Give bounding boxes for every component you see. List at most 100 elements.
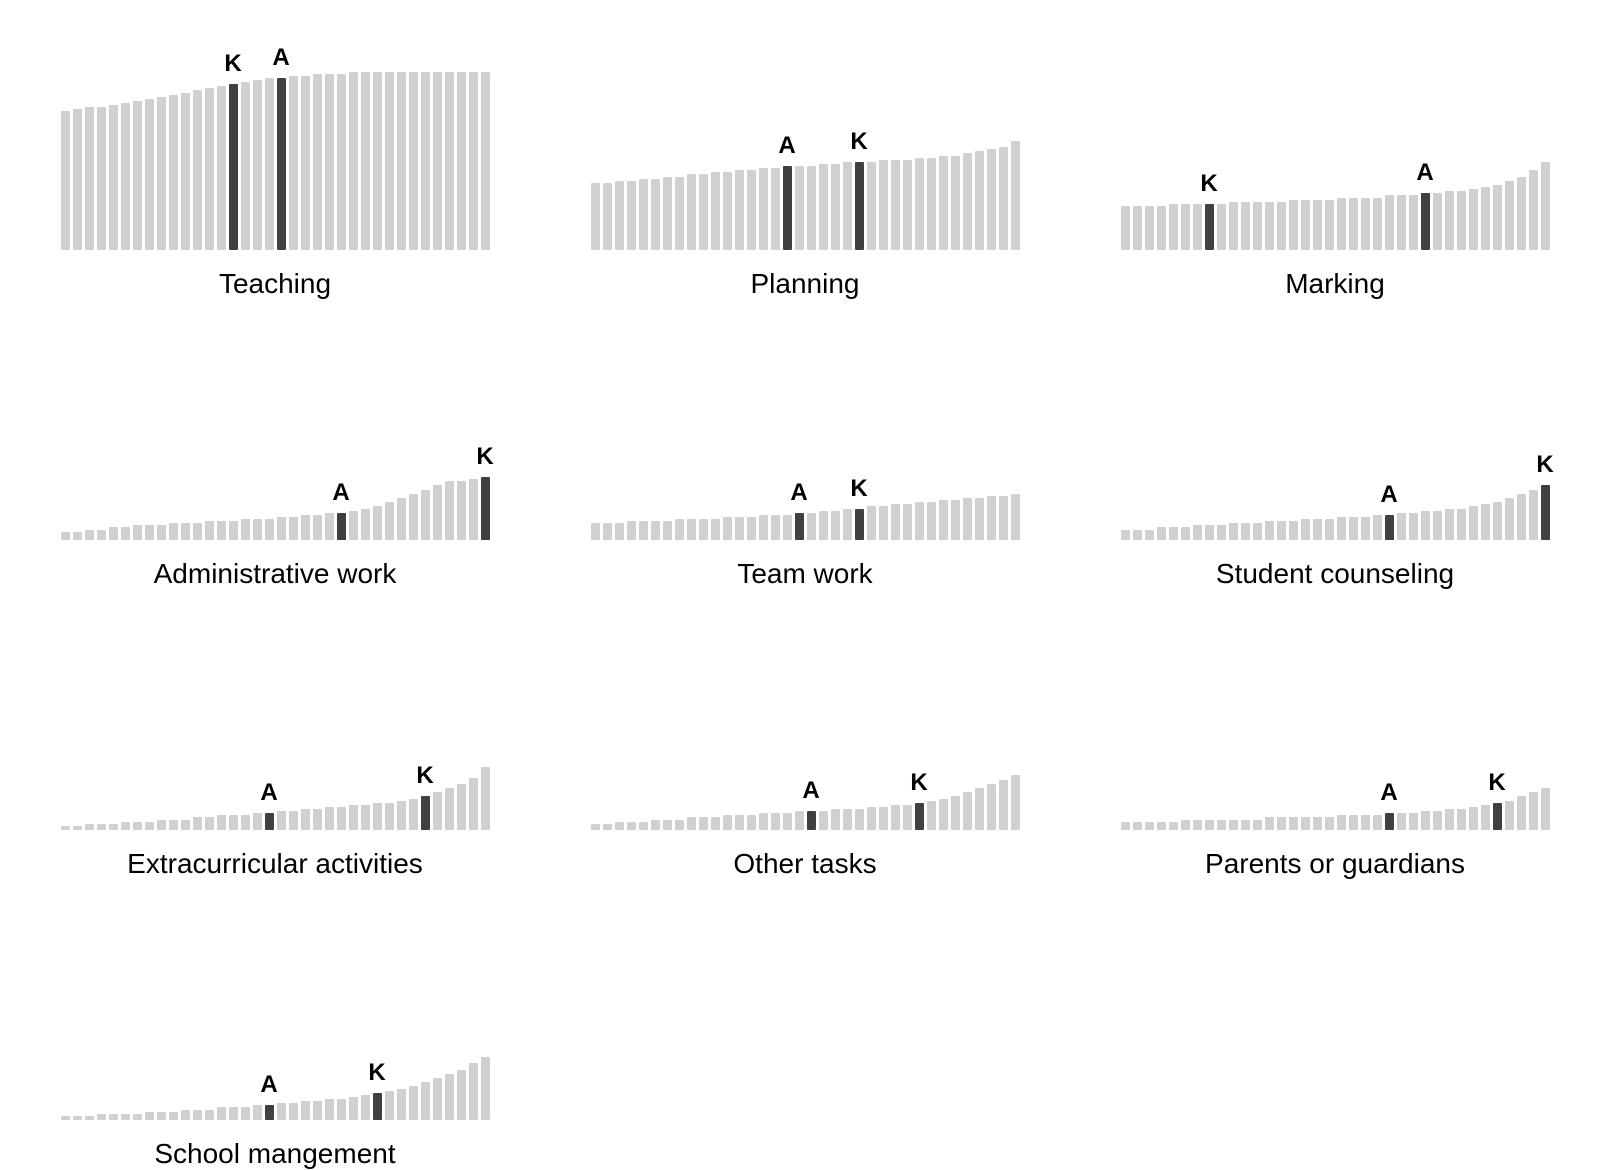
- bar: [735, 517, 744, 540]
- bar: [469, 778, 478, 831]
- panel-title: Administrative work: [154, 558, 397, 590]
- bar: [867, 162, 876, 250]
- bar: [1157, 822, 1166, 830]
- bar: [325, 1099, 334, 1120]
- highlight-label-a: A: [1374, 779, 1404, 807]
- bar: [1181, 527, 1190, 540]
- bar: [385, 1091, 394, 1120]
- panel-other: AKOther tasks: [560, 600, 1050, 880]
- bar: [903, 504, 912, 540]
- bar: [1011, 494, 1020, 540]
- bar: [337, 1099, 346, 1120]
- bar: [313, 74, 322, 250]
- bar: [301, 515, 310, 540]
- bar: [469, 479, 478, 540]
- chart-area: KA: [1090, 40, 1580, 250]
- bar: [1481, 504, 1490, 540]
- bar: [229, 84, 238, 250]
- bar: [457, 784, 466, 830]
- bar: [735, 815, 744, 830]
- bar: [193, 523, 202, 540]
- bar: [1325, 200, 1334, 250]
- bar: [1313, 200, 1322, 250]
- bar: [1217, 525, 1226, 540]
- bar: [109, 1114, 118, 1120]
- bar: [157, 1112, 166, 1120]
- bar: [711, 817, 720, 830]
- panel-title: Planning: [751, 268, 860, 300]
- bar: [97, 1114, 106, 1120]
- bar: [1469, 807, 1478, 830]
- highlight-label-k: K: [218, 50, 248, 78]
- panel-counseling: AKStudent counseling: [1090, 310, 1580, 590]
- bar: [457, 72, 466, 251]
- bar: [879, 506, 888, 540]
- bar: [771, 515, 780, 540]
- bar: [313, 809, 322, 830]
- chart-area: AK: [560, 40, 1050, 250]
- bar: [469, 72, 478, 251]
- panel-title: School mangement: [154, 1138, 395, 1170]
- bar: [807, 166, 816, 250]
- bar: [61, 111, 70, 250]
- bar: [121, 527, 130, 540]
- bar: [963, 498, 972, 540]
- bar: [1133, 530, 1142, 541]
- bar: [939, 500, 948, 540]
- bar: [1169, 822, 1178, 830]
- bar: [361, 1095, 370, 1120]
- bar: [1385, 515, 1394, 540]
- bar: [687, 519, 696, 540]
- bar: [157, 525, 166, 540]
- bar: [651, 820, 660, 831]
- bar: [409, 1086, 418, 1120]
- bar: [1253, 820, 1262, 831]
- bar: [73, 109, 82, 250]
- bar: [999, 496, 1008, 540]
- bar: [421, 1082, 430, 1120]
- bar: [987, 496, 996, 540]
- bar: [759, 168, 768, 250]
- bar: [469, 1063, 478, 1120]
- panel-management: AKSchool mangement: [30, 890, 520, 1170]
- panel-title: Student counseling: [1216, 558, 1454, 590]
- bar: [325, 74, 334, 250]
- bar: [145, 822, 154, 830]
- bar: [627, 822, 636, 830]
- bar: [181, 1110, 190, 1121]
- bar: [1433, 811, 1442, 830]
- panel-teaching: KATeaching: [30, 20, 520, 300]
- bar: [675, 519, 684, 540]
- page: KATeachingAKPlanningKAMarkingAKAdministr…: [0, 0, 1610, 1150]
- bar: [639, 521, 648, 540]
- bar: [445, 72, 454, 251]
- bar: [1373, 198, 1382, 251]
- bar: [1469, 189, 1478, 250]
- bar: [241, 815, 250, 830]
- bar: [1409, 513, 1418, 540]
- bar: [109, 527, 118, 540]
- bar: [169, 820, 178, 831]
- chart-area: KA: [30, 40, 520, 250]
- bar: [1505, 498, 1514, 540]
- bar: [193, 1110, 202, 1121]
- panel-title: Parents or guardians: [1205, 848, 1465, 880]
- bar: [1505, 801, 1514, 830]
- bars: [1090, 40, 1580, 250]
- chart-area: AK: [560, 330, 1050, 540]
- chart-area: AK: [30, 330, 520, 540]
- bar: [313, 515, 322, 540]
- bar: [747, 170, 756, 250]
- chart-area: AK: [560, 620, 1050, 830]
- bar: [747, 517, 756, 540]
- bar: [1397, 813, 1406, 830]
- bar: [1289, 521, 1298, 540]
- bar: [61, 532, 70, 540]
- bars: [560, 40, 1050, 250]
- bar: [481, 477, 490, 540]
- bar: [181, 523, 190, 540]
- bar: [627, 521, 636, 540]
- bar: [181, 820, 190, 831]
- bar: [1529, 792, 1538, 830]
- bar: [1385, 195, 1394, 250]
